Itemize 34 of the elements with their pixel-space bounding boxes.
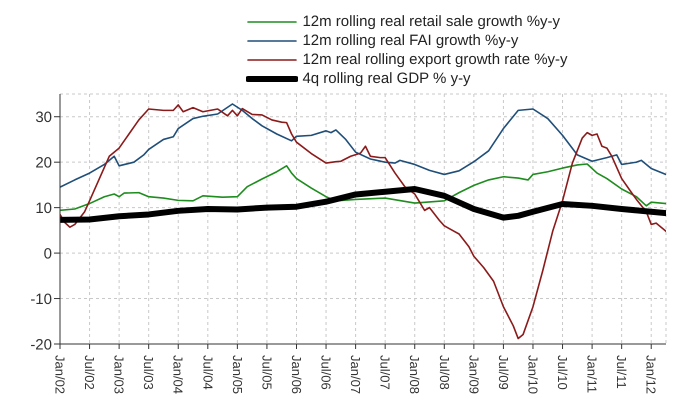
x-tick-label: Jan/11: [584, 355, 600, 394]
x-tick-label: Jul/02: [82, 355, 98, 390]
x-tick-label: Jul/03: [141, 355, 156, 390]
x-tick-label: Jan/07: [348, 355, 364, 394]
y-tick-label: -20: [30, 336, 52, 354]
x-tick-label: Jul/05: [259, 355, 274, 390]
y-tick-label: 30: [35, 109, 52, 126]
x-tick-label: Jul/06: [318, 355, 334, 390]
x-tick-label: Jan/10: [525, 355, 540, 394]
x-tick-label: Jan/04: [170, 355, 186, 394]
legend-label: 12m rolling real FAI growth %y-y: [302, 31, 518, 50]
x-tick-label: Jan/05: [230, 355, 245, 394]
legend-label: 4q rolling real GDP % y-y: [302, 69, 471, 88]
y-tick-label: -10: [30, 290, 52, 308]
line-series: [60, 103, 666, 188]
line-series: [60, 104, 666, 340]
legend-label: 12m real rolling export growth rate %y-y: [302, 50, 568, 69]
y-tick-label: 0: [44, 245, 52, 262]
x-tick-label: Jan/08: [407, 355, 422, 394]
x-tick-label: Jan/09: [466, 355, 482, 394]
x-tick-label: Jul/07: [378, 355, 393, 390]
x-tick-label: Jul/10: [555, 355, 570, 390]
x-tick-label: Jul/09: [496, 355, 511, 390]
x-tick-label: Jan/06: [288, 355, 304, 394]
line-series: [60, 163, 666, 212]
y-tick-label: 20: [35, 154, 52, 172]
x-tick-label: Jul/04: [200, 355, 216, 390]
x-tick-label: Jul/11: [614, 355, 630, 389]
y-tick-label: 10: [35, 200, 52, 217]
x-tick-label: Jan/02: [52, 355, 68, 394]
x-tick-label: Jan/12: [644, 355, 659, 394]
legend-label: 12m rolling real retail sale growth %y-y: [302, 12, 560, 31]
x-tick-label: Jul/08: [436, 355, 452, 390]
x-tick-label: Jan/03: [112, 355, 127, 394]
